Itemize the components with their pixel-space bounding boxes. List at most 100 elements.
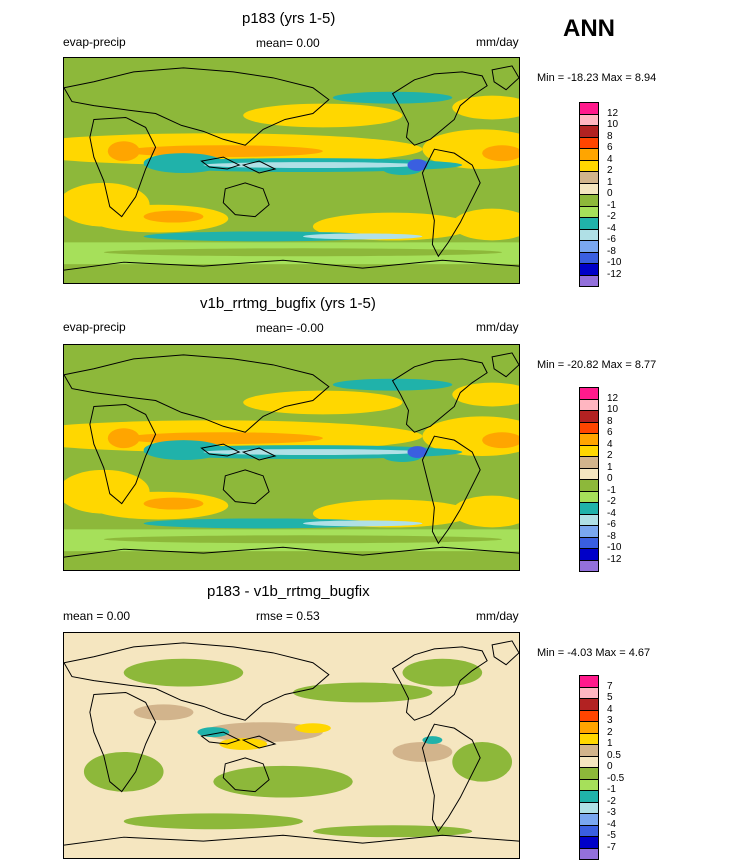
negative-patch: [402, 658, 483, 687]
map-field: [64, 640, 519, 846]
colorbar-swatch: [579, 559, 599, 572]
colorbar-label: -4: [607, 222, 616, 234]
coastline: [222, 757, 270, 793]
panel2-variable-label: evap-precip: [63, 320, 126, 334]
colorbar-label: -1: [607, 784, 616, 795]
coastline: [491, 640, 519, 666]
negative-band: [143, 153, 224, 173]
colorbar-swatch: [579, 847, 599, 860]
negative-core: [203, 162, 423, 169]
colorbar-label: -3: [607, 807, 616, 818]
colorbar-label: 4: [607, 703, 613, 715]
negative-patch: [83, 751, 164, 792]
positive-band: [243, 103, 403, 128]
positive-band: [452, 495, 519, 528]
negative-core: [302, 520, 423, 527]
coastline: [64, 354, 330, 433]
coastline: [391, 646, 488, 721]
colorbar-label: -7: [607, 841, 616, 853]
negative-patch: [452, 742, 513, 782]
panel2-map: [63, 344, 520, 571]
positive-core: [143, 210, 204, 223]
coastline: [391, 71, 488, 146]
colorbar-label: -6: [607, 234, 616, 245]
colorbar-label: 5: [607, 692, 613, 703]
panel1-variable-label: evap-precip: [63, 35, 126, 49]
colorbar-label: 0.5: [607, 749, 621, 761]
positive-core: [482, 432, 519, 449]
panel3-rmse-label: rmse = 0.53: [256, 609, 320, 623]
panel1-title: p183 (yrs 1-5): [242, 10, 336, 27]
coastline: [200, 731, 241, 745]
panel3-title: p183 - v1b_rrtmg_bugfix: [207, 583, 370, 600]
coastline: [64, 642, 330, 721]
negative-band: [143, 231, 383, 242]
negative-band: [143, 440, 224, 460]
coastline: [64, 834, 519, 846]
colorbar-label: 0: [607, 473, 613, 484]
panel3-minmax: Min = -4.03 Max = 4.67: [537, 647, 651, 659]
coastline: [64, 546, 519, 558]
panel1-minmax: Min = -18.23 Max = 8.94: [537, 72, 657, 84]
coastline: [391, 358, 488, 433]
coastline: [89, 116, 157, 218]
negative-core: [197, 727, 230, 738]
colorbar-label: -2: [607, 795, 616, 807]
negative-min: [407, 159, 428, 171]
colorbar-label: -6: [607, 519, 616, 530]
coastline: [64, 67, 330, 146]
field-region: [103, 535, 503, 544]
coastline: [421, 723, 481, 833]
colorbar-label: -8: [607, 530, 616, 542]
colorbar-label: 2: [607, 165, 613, 176]
colorbar-label: 0: [607, 761, 613, 772]
colorbar-label: -5: [607, 830, 616, 841]
panel1-mean-label: mean= 0.00: [256, 36, 320, 50]
colorbar-label: 0: [607, 188, 613, 199]
negative-patch: [123, 658, 244, 687]
panel2-units-label: mm/day: [476, 320, 519, 334]
coastline: [421, 435, 481, 545]
colorbar-label: -12: [607, 553, 622, 565]
colorbar-label: -10: [607, 257, 622, 268]
negative-min: [407, 446, 428, 458]
colorbar-label: 1: [607, 176, 613, 188]
field-region: [103, 248, 503, 257]
panel2-colorbar: 12 10 8 6 4 2 1 0 -1 -2 -4 -6 -8 -10 -12: [579, 387, 659, 572]
colorbar-label: 10: [607, 119, 619, 130]
colorbar-label: -8: [607, 245, 616, 257]
panel3-mean-label: mean = 0.00: [63, 609, 131, 623]
colorbar-label: -2: [607, 496, 616, 507]
negative-patch: [213, 765, 353, 798]
negative-core: [203, 449, 423, 456]
positive-core: [107, 428, 140, 449]
panel1-units-label: mm/day: [476, 35, 519, 49]
map-field: [64, 352, 519, 558]
negative-patch: [123, 813, 303, 830]
panel3-map: [63, 632, 520, 859]
coastline: [421, 148, 481, 258]
positive-patch: [133, 704, 194, 721]
negative-band: [332, 378, 453, 391]
colorbar-label: -10: [607, 542, 622, 553]
positive-band: [452, 95, 519, 120]
colorbar-label: -4: [607, 507, 616, 519]
coastline: [241, 160, 277, 174]
coastline: [241, 447, 277, 461]
colorbar-label: -2: [607, 211, 616, 222]
panel1-map: [63, 57, 520, 284]
colorbar-label: 4: [607, 438, 613, 450]
colorbar-label: 3: [607, 715, 613, 726]
colorbar-label: 2: [607, 726, 613, 738]
coastline: [222, 469, 270, 505]
colorbar-label: -4: [607, 818, 616, 830]
positive-core: [107, 141, 140, 162]
positive-band: [452, 382, 519, 407]
negative-band: [143, 518, 383, 529]
colorbar-label: 2: [607, 450, 613, 461]
positive-core: [294, 723, 331, 734]
colorbar-label: 12: [607, 107, 619, 119]
colorbar-label: -0.5: [607, 772, 625, 784]
coastline: [491, 352, 519, 378]
coastline: [241, 735, 277, 749]
